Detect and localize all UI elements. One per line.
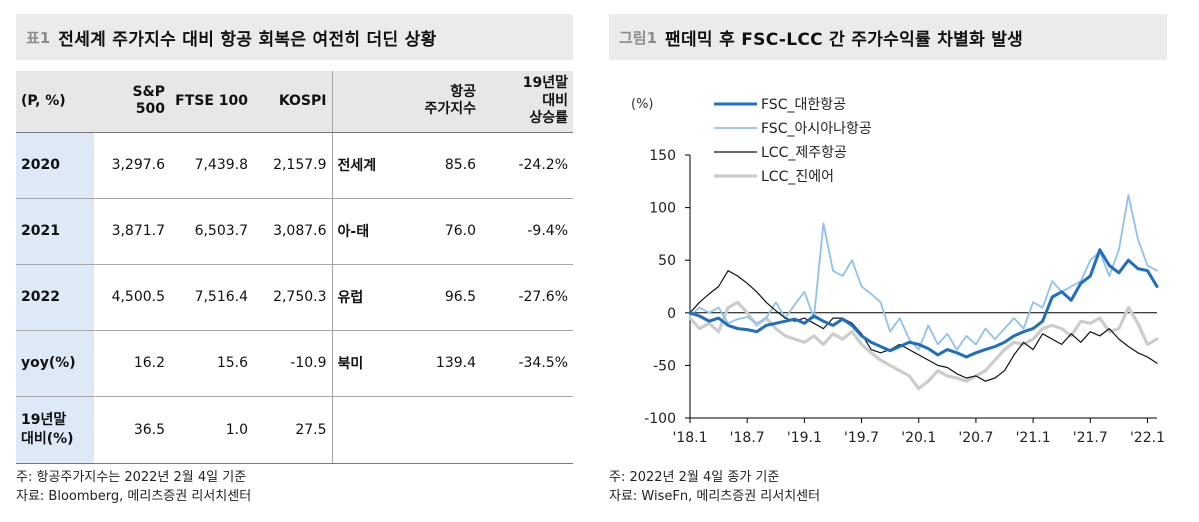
series-line-1 [689,194,1158,351]
x-tick-label: '20.7 [958,430,993,446]
table-source: 자료: Bloomberg, 메리츠증권 리서치센터 [16,489,252,504]
header-ftse100: FTSE 100 [170,71,253,133]
header-unit: (P, %) [16,71,94,133]
cell-kospi: 2,750.3 [253,264,332,331]
cell-kospi: 3,087.6 [253,198,332,265]
table-row: 2022 4,500.5 7,516.4 2,750.3 유럽 96.5 -27… [16,264,573,331]
table-row: 19년말 대비(%) 36.5 1.0 27.5 [16,396,573,464]
legend-label-0: FSC_대한항공 [761,97,846,113]
table-title: 전세계 주가지수 대비 항공 회복은 여전히 더딘 상황 [58,29,437,50]
row-label: 2020 [16,132,94,199]
cell-region: 전세계 [331,132,406,199]
header-vs19-line3: 상승률 [529,110,568,126]
y-tick-label: 150 [649,148,676,164]
table-header-row: (P, %) S&P 500 FTSE 100 KOSPI 항공 주가지수 19… [16,71,573,133]
header-airline-index-line1: 항공 [450,83,476,100]
x-tick-label: '19.1 [787,430,822,446]
cell-vs19: -27.6% [481,264,573,331]
row-label: 2021 [16,198,94,265]
chart-panel: 그림1 팬데믹 후 FSC-LCC 간 주가수익률 차별화 발생 (%) 150 1… [609,14,1167,504]
x-tick-label: '21.7 [1073,430,1108,446]
cell-ftse100: 7,516.4 [170,264,253,331]
header-kospi: KOSPI [253,71,332,133]
cell-airline-index: 96.5 [406,264,481,331]
axis-layer: (%) 150 100 50 0 -50 -100 '18.1 '18.7 '19.1 '19.7 '… [631,97,1165,446]
y-tick-label: 100 [649,201,676,217]
x-tick-label: '22.1 [1130,430,1165,446]
cell-sp500: 4,500.5 [94,264,170,331]
header-region-blank [331,71,406,133]
cell-vs19-empty [481,396,573,464]
cell-region: 아-태 [331,198,406,265]
table-title-bar: 표1 전세계 주가지수 대비 항공 회복은 여전히 더딘 상황 [16,14,573,60]
x-tick-label: '18.1 [672,430,707,446]
legend-label-1: FSC_아시아나항공 [761,121,872,137]
series-line-0 [688,248,1159,359]
stock-return-chart: (%) 150 100 50 0 -50 -100 '18.1 '18.7 '19.1 '19.7 '… [631,97,1165,446]
y-tick-label: 50 [658,253,676,269]
cell-airline-index: 85.6 [406,132,481,199]
cell-vs19: -34.5% [481,330,573,397]
row-label: 2022 [16,264,94,331]
row-label-line2: 대비(%) [21,430,74,447]
cell-kospi: 27.5 [253,396,332,464]
table-notes: 주: 항공주가지수는 2022년 2월 4일 기준 자료: Bloomberg,… [16,468,251,506]
chart-legend: FSC_대한항공 FSC_아시아나항공 LCC_제주항공 LCC_진에어 [714,97,872,185]
cell-vs19: -24.2% [481,132,573,199]
header-vs19-line1: 19년말 [522,75,568,91]
cell-ftse100: 1.0 [170,396,253,464]
x-tick-label: '20.1 [901,430,936,446]
x-tick-label: '18.7 [730,430,765,446]
header-airline-index: 항공 주가지수 [406,71,481,133]
row-label: 19년말 대비(%) [16,396,94,464]
table-note: 주: 항공주가지수는 2022년 2월 4일 기준 [16,470,247,485]
y-tick-label: -50 [653,358,676,374]
chart-notes: 주: 2022년 2월 4일 종가 기준 자료: WiseFn, 메리츠증권 리… [609,468,820,506]
chart-note: 주: 2022년 2월 4일 종가 기준 [609,470,780,485]
cell-region: 유럽 [331,264,406,331]
cell-sp500: 16.2 [94,330,170,397]
cell-airline-index: 76.0 [406,198,481,265]
header-vs19: 19년말 대비 상승률 [481,71,573,133]
row-label-line1: 19년말 [21,412,67,429]
index-table: (P, %) S&P 500 FTSE 100 KOSPI 항공 주가지수 19… [16,71,573,464]
series-layer [688,194,1159,391]
chart-title: 팬데믹 후 FSC-LCC 간 주가수익률 차별화 발생 [665,29,1024,50]
cell-sp500: 3,871.7 [94,198,170,265]
cell-kospi: 2,157.9 [253,132,332,199]
legend-label-2: LCC_제주항공 [761,145,847,161]
chart-title-bar: 그림1 팬데믹 후 FSC-LCC 간 주가수익률 차별화 발생 [609,14,1167,60]
cell-ftse100: 6,503.7 [170,198,253,265]
x-tick-label: '21.1 [1016,430,1051,446]
row-label: yoy(%) [16,330,94,397]
table-panel: 표1 전세계 주가지수 대비 항공 회복은 여전히 더딘 상황 (P, %) S… [16,14,573,504]
cell-airline-index: 139.4 [406,330,481,397]
table-row: yoy(%) 16.2 15.6 -10.9 북미 139.4 -34.5% [16,330,573,397]
cell-ftse100: 7,439.8 [170,132,253,199]
table-tag: 표1 [26,28,51,47]
cell-region-empty [331,396,406,464]
chart-tag: 그림1 [619,28,658,47]
header-vs19-line2: 대비 [542,92,568,109]
cell-sp500: 3,297.6 [94,132,170,199]
header-airline-index-line2: 주가지수 [424,101,476,118]
series-line-2 [689,270,1158,382]
header-sp500: S&P 500 [94,71,170,133]
y-tick-label: 0 [667,306,676,322]
cell-airline-index-empty [406,396,481,464]
legend-label-3: LCC_진에어 [761,169,834,185]
cell-sp500: 36.5 [94,396,170,464]
y-axis-unit-label: (%) [631,97,654,112]
cell-region: 북미 [331,330,406,397]
cell-ftse100: 15.6 [170,330,253,397]
table-row: 2020 3,297.6 7,439.8 2,157.9 전세계 85.6 -2… [16,132,573,199]
series-line-3 [688,300,1159,391]
y-tick-label: -100 [644,411,676,427]
table-row: 2021 3,871.7 6,503.7 3,087.6 아-태 76.0 -9… [16,198,573,265]
cell-kospi: -10.9 [253,330,332,397]
chart-source: 자료: WiseFn, 메리츠증권 리서치센터 [609,489,821,504]
cell-vs19: -9.4% [481,198,573,265]
x-tick-label: '19.7 [844,430,879,446]
